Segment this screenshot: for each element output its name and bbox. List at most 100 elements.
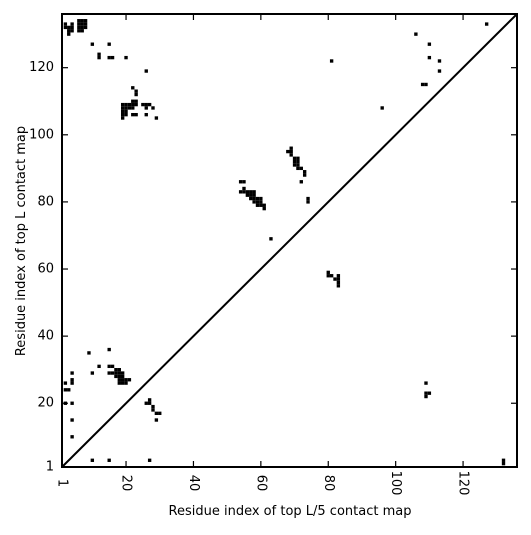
contact-point [70,22,74,26]
contact-point [124,378,128,382]
diagonal-line-group [61,13,518,468]
contact-point [97,52,101,56]
contact-point [306,196,310,201]
contact-point [77,29,81,33]
contact-point [147,458,152,462]
contact-point [427,55,432,60]
contact-point [117,368,121,372]
contact-point [329,59,334,63]
contact-point [238,180,243,184]
x-tick-label: 1 [55,479,70,487]
contact-point [302,170,307,174]
contact-point [70,371,74,375]
y-tick-label: 20 [37,396,54,411]
contact-point [147,102,152,107]
contact-point [124,381,128,385]
contact-point [326,274,330,278]
contact-point [134,112,138,117]
contact-point [120,374,125,379]
contact-point [134,89,138,93]
contact-point [120,106,125,110]
contact-point [63,381,68,385]
contact-point [107,347,111,352]
contact-point [90,42,95,46]
contact-point [144,69,148,73]
contact-point [63,22,68,26]
contact-point [114,374,118,379]
contact-point [158,411,162,415]
contact-point [424,394,428,399]
contact-point [242,186,246,191]
contact-point [124,112,128,117]
y-tick-label: 60 [37,262,54,277]
contact-point [120,109,125,113]
contact-point [262,206,266,211]
contact-point [107,364,111,369]
contact-point [63,388,68,392]
y-axis-title: Residue index of top L contact map [14,126,29,356]
contact-point [107,458,111,462]
contact-point [134,102,138,107]
contact-point [117,371,121,375]
contact-point [336,274,341,278]
contact-point [124,55,128,60]
contact-point [120,378,125,382]
contact-point [296,163,300,167]
contact-point [333,277,337,281]
contact-point [424,82,428,87]
contact-point [70,29,74,33]
contact-point [336,284,341,288]
y-tick-label: 80 [37,194,54,209]
contact-point [77,25,81,30]
contact-point [154,418,159,422]
x-tick-label: 40 [186,475,201,492]
contact-point [114,371,118,375]
contact-point [249,196,253,201]
contact-point [144,106,148,110]
contact-point [252,196,256,201]
contact-point [292,156,297,160]
contact-point [296,166,300,171]
contact-point [144,401,148,405]
contact-point [134,92,138,97]
contact-point [427,42,432,46]
contact-point [296,159,300,164]
contact-point [501,461,506,466]
contact-point [424,391,428,395]
contact-point [437,69,442,73]
x-tick-label: 80 [321,475,336,492]
contact-point [120,381,125,385]
contact-point [151,106,155,110]
diagonal-line [61,13,518,468]
contact-point [245,193,250,197]
contact-point [127,102,132,107]
x-tick-label: 120 [456,471,471,496]
contact-point [107,55,111,60]
contact-point [117,374,121,379]
contact-point [114,368,118,372]
contact-point [292,163,297,167]
contact-point [242,190,246,194]
contact-point [144,112,148,117]
contact-point [131,99,135,103]
contact-points-group [63,19,506,466]
contact-point [83,22,88,26]
contact-point [336,277,341,281]
contact-point [110,371,115,375]
contact-point [70,25,74,30]
contact-point [336,280,341,285]
contact-point [249,193,253,197]
contact-point [299,180,303,184]
contact-point [259,196,263,201]
contact-point [302,173,307,177]
y-tick-label: 40 [37,329,54,344]
x-tick-label: 20 [119,475,134,492]
contact-point [127,378,132,382]
contact-point [124,109,128,113]
contact-point [151,408,155,412]
contact-point [255,196,260,201]
x-tick-label: 60 [253,475,268,492]
contact-point [289,146,293,150]
contact-point [131,86,135,90]
